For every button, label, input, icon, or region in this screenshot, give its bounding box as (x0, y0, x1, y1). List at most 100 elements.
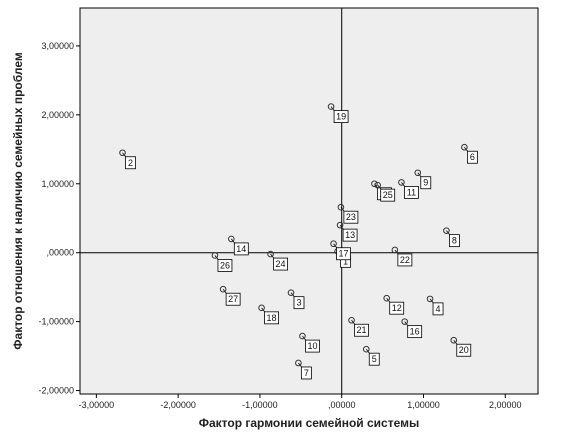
point-label: 10 (307, 341, 317, 351)
x-tick-label: 1,00000 (407, 400, 440, 410)
point-label: 3 (296, 298, 301, 308)
point-label-box (354, 323, 369, 337)
point-marker (295, 359, 302, 367)
x-tick-label: -1,00000 (242, 400, 278, 410)
data-point-2: 2 (119, 149, 136, 170)
y-axis: -2,00000 -1,00000 ,00000 1,00000 2,00000 3,00… (38, 41, 80, 396)
point-label-box (407, 325, 423, 339)
y-axis-title: Фактор отношения к наличию семейных проб… (11, 52, 25, 350)
y-tick-label: 2,00000 (41, 110, 74, 120)
data-point-20: 20 (450, 336, 472, 357)
point-label-box (397, 253, 413, 267)
data-point-6: 6 (461, 143, 478, 164)
data-point-12: 12 (383, 294, 405, 315)
x-tick-label: -2,00000 (160, 400, 196, 410)
point-label: 17 (339, 249, 349, 259)
point-label-box (432, 302, 444, 316)
point-marker (461, 143, 468, 151)
x-axis-title: Фактор гармонии семейной системы (199, 416, 420, 430)
data-point-5: 5 (362, 345, 380, 366)
point-label: 18 (267, 313, 277, 323)
point-label-box (225, 292, 241, 306)
point-marker (371, 180, 378, 188)
point-label: 23 (346, 212, 356, 222)
point-label: 26 (220, 260, 230, 270)
point-label: 21 (357, 325, 367, 335)
point-marker (414, 169, 422, 177)
point-label: 8 (452, 236, 457, 246)
y-tick-label: -1,00000 (38, 317, 74, 327)
point-marker (119, 149, 126, 157)
y-tick-label: ,00000 (46, 248, 74, 258)
data-point-21: 21 (348, 316, 369, 337)
data-point-27: 27 (219, 285, 241, 306)
point-label-box (380, 188, 396, 202)
point-label: 14 (236, 244, 246, 254)
data-points: 1234567891011121314151617181920212223242… (119, 103, 478, 380)
point-marker (374, 181, 382, 189)
point-marker (330, 240, 337, 248)
point-label-box (273, 257, 288, 271)
data-point-8: 8 (443, 227, 460, 248)
y-tick-label: 3,00000 (41, 41, 74, 51)
point-marker (391, 246, 399, 254)
point-label-box (293, 296, 305, 310)
point-label: 12 (392, 303, 402, 313)
point-label-box (233, 242, 249, 256)
data-point-4: 4 (426, 295, 444, 316)
point-label: 4 (436, 304, 441, 314)
x-tick-label: -3,00000 (79, 400, 115, 410)
point-marker (337, 203, 345, 211)
point-marker (398, 179, 405, 186)
point-label-box (448, 234, 460, 248)
point-label: 20 (459, 345, 469, 355)
data-point-18: 18 (258, 304, 279, 325)
point-marker (211, 252, 219, 259)
point-label: 25 (383, 190, 393, 200)
point-marker (267, 250, 274, 258)
data-point-23: 23 (337, 203, 359, 224)
data-point-11: 11 (398, 179, 419, 199)
point-label-box (333, 110, 349, 123)
point-label: 1 (343, 256, 348, 266)
data-point-26: 26 (211, 252, 233, 272)
data-point-22: 22 (391, 246, 413, 267)
point-label: 11 (407, 187, 416, 197)
point-label: 5 (372, 354, 377, 364)
point-marker (258, 304, 265, 312)
point-label-box (343, 210, 359, 224)
x-axis: -3,00000 -2,00000 -1,00000 ,00000 1,00000 2,0… (79, 394, 522, 410)
point-label-box (342, 228, 358, 242)
point-marker (228, 235, 235, 243)
point-label: 6 (470, 152, 475, 162)
data-point-7: 7 (295, 359, 312, 380)
point-label-box (305, 339, 320, 353)
plot-area (79, 7, 539, 395)
point-marker (327, 103, 335, 110)
point-label-box (456, 343, 472, 357)
point-marker (348, 316, 355, 324)
point-marker (383, 294, 390, 302)
y-tick-label: -2,00000 (38, 386, 74, 396)
y-tick-label: 1,00000 (41, 179, 74, 189)
point-marker (401, 318, 408, 325)
data-point-17: 17 (330, 240, 351, 261)
point-marker (426, 295, 434, 303)
point-label-box (300, 366, 312, 380)
data-point-25: 25 (374, 181, 396, 202)
point-label: 16 (410, 327, 420, 337)
point-marker (299, 332, 306, 340)
point-label-box (217, 259, 233, 272)
reference-lines (80, 8, 538, 394)
point-label-box (404, 185, 419, 199)
point-label-box (420, 176, 432, 190)
point-label-box (466, 150, 478, 164)
point-marker (287, 289, 295, 296)
point-label: 22 (400, 255, 410, 265)
point-label: 9 (423, 178, 428, 188)
point-label-box (389, 301, 405, 315)
data-point-19: 19 (327, 103, 349, 123)
point-label-box (368, 352, 380, 366)
point-marker (219, 285, 227, 293)
